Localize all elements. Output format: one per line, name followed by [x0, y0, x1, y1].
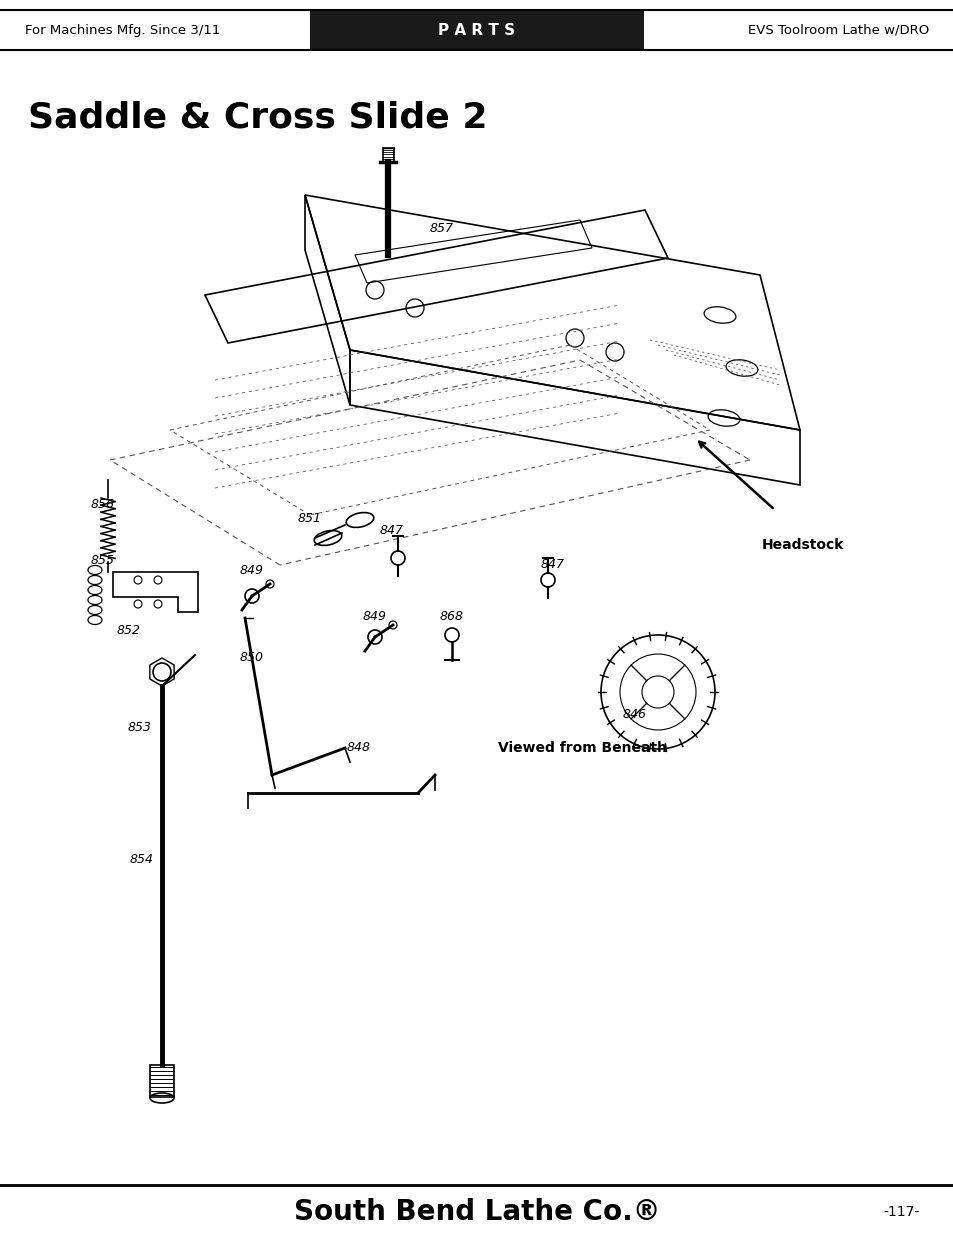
Text: 849: 849: [240, 563, 264, 577]
Bar: [310, 10, 643, 49]
Text: 851: 851: [297, 511, 322, 525]
Text: 847: 847: [379, 524, 403, 536]
Circle shape: [368, 630, 381, 643]
Text: Viewed from Beneath: Viewed from Beneath: [497, 741, 666, 755]
Text: EVS Toolroom Lathe w/DRO: EVS Toolroom Lathe w/DRO: [747, 23, 928, 37]
Circle shape: [245, 589, 258, 603]
Text: For Machines Mfg. Since 3/11: For Machines Mfg. Since 3/11: [25, 23, 220, 37]
Bar: [150, 1065, 173, 1097]
Text: Saddle & Cross Slide 2: Saddle & Cross Slide 2: [28, 100, 487, 135]
Text: 856: 856: [91, 499, 115, 511]
Text: 857: 857: [430, 221, 454, 235]
Text: 849: 849: [363, 610, 387, 624]
Bar: [382, 148, 394, 162]
Text: 855: 855: [91, 553, 115, 567]
Text: South Bend Lathe Co.®: South Bend Lathe Co.®: [294, 1198, 659, 1226]
Text: -117-: -117-: [882, 1205, 919, 1219]
Text: 847: 847: [540, 558, 564, 572]
Text: 868: 868: [439, 610, 463, 624]
Text: 846: 846: [622, 709, 646, 721]
Text: 852: 852: [117, 624, 141, 636]
Text: 854: 854: [130, 853, 153, 867]
Text: Headstock: Headstock: [761, 538, 843, 552]
Text: 850: 850: [240, 652, 264, 664]
Text: 853: 853: [128, 721, 152, 735]
Text: 848: 848: [347, 741, 371, 755]
Text: P A R T S: P A R T S: [438, 22, 515, 37]
